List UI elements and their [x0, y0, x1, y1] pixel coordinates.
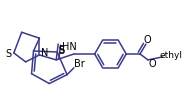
- Text: O: O: [143, 35, 151, 45]
- Text: S: S: [6, 49, 12, 59]
- Text: S: S: [58, 46, 64, 56]
- Text: N: N: [41, 48, 48, 58]
- Text: O: O: [148, 59, 156, 69]
- Text: S: S: [58, 45, 64, 55]
- Text: Br: Br: [75, 59, 85, 69]
- Text: HN: HN: [62, 42, 76, 52]
- Text: ethyl: ethyl: [159, 51, 182, 60]
